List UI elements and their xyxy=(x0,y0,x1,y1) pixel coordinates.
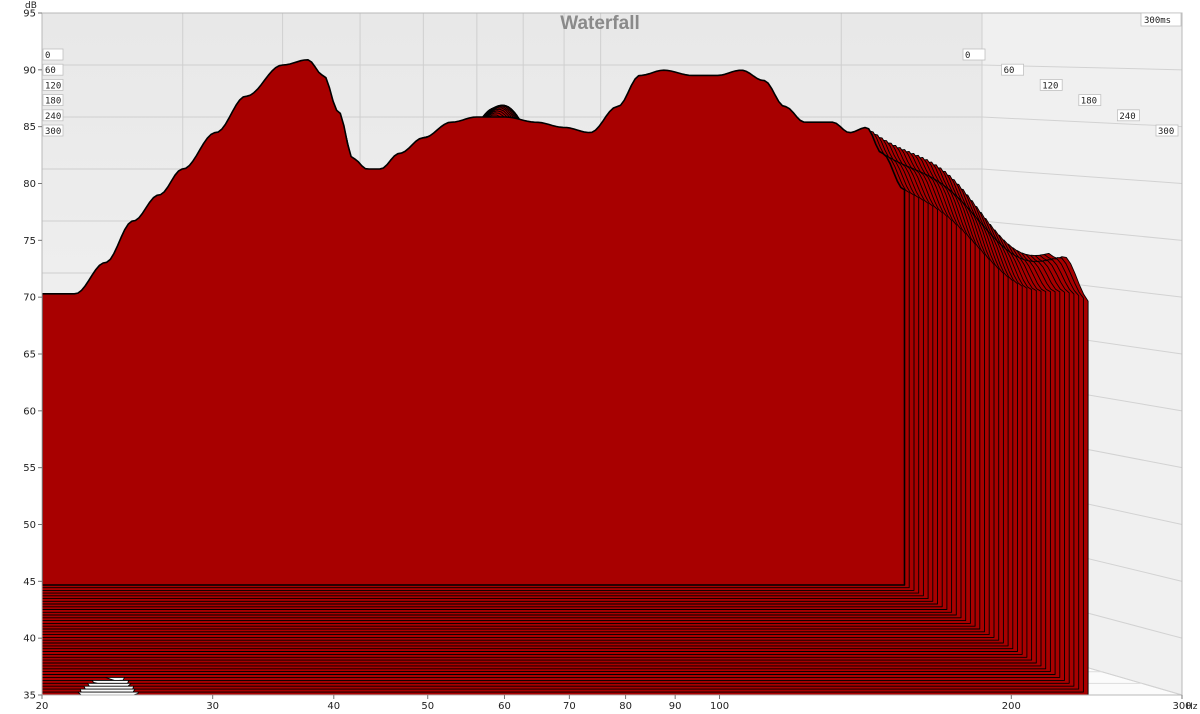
x-tick-label: 20 xyxy=(36,701,49,712)
time-label-left: 180 xyxy=(42,94,64,107)
y-axis-unit: dB xyxy=(25,1,37,11)
time-label-left: 240 xyxy=(42,109,64,122)
svg-text:240: 240 xyxy=(45,112,61,122)
x-tick-label: 90 xyxy=(669,701,682,712)
y-tick-label: 65 xyxy=(23,350,36,361)
chart-title: Waterfall xyxy=(560,13,640,34)
time-label-right: 120 xyxy=(1039,79,1063,91)
y-tick-label: 35 xyxy=(23,691,36,702)
x-tick-label: 50 xyxy=(421,701,434,712)
x-tick-label: 100 xyxy=(710,701,729,712)
y-tick-label: 50 xyxy=(23,520,36,531)
time-label-right: 240 xyxy=(1117,109,1140,122)
decay-curve xyxy=(42,59,906,586)
decay-curves xyxy=(42,59,1089,695)
time-label-right: 60 xyxy=(1001,63,1024,76)
time-label-left: 300 xyxy=(42,124,64,137)
y-tick-label: 70 xyxy=(23,293,36,304)
svg-text:120: 120 xyxy=(45,81,61,91)
axes-frame: 35 40 45 50 55 60 65 70 75 80 85 90 95 20 30 40 50 60 70 80… xyxy=(23,9,1191,713)
time-label-right: 300 xyxy=(1155,124,1179,137)
y-tick-label: 40 xyxy=(23,634,36,645)
y-tick-label: 90 xyxy=(23,65,36,76)
svg-text:180: 180 xyxy=(45,97,61,107)
x-tick-label: 70 xyxy=(563,701,576,712)
svg-text:300ms: 300ms xyxy=(1144,16,1171,26)
svg-text:300: 300 xyxy=(1158,127,1174,137)
svg-text:0: 0 xyxy=(965,51,970,61)
time-label-left: 0 xyxy=(42,48,64,61)
svg-text:180: 180 xyxy=(1081,97,1097,107)
x-tick-label: 30 xyxy=(206,701,219,712)
svg-text:60: 60 xyxy=(45,66,56,76)
grid-line-db-side xyxy=(981,116,1183,128)
x-tick-label: 200 xyxy=(1002,701,1021,712)
y-tick-label: 60 xyxy=(23,406,36,417)
svg-text:120: 120 xyxy=(1042,81,1058,91)
y-tick-label: 55 xyxy=(23,463,36,474)
x-axis-unit: Hz xyxy=(1186,702,1198,712)
time-label-right: 0 xyxy=(962,48,986,61)
x-tick-label: 60 xyxy=(498,701,511,712)
y-tick-label: 85 xyxy=(23,122,36,133)
x-tick-label: 300 xyxy=(1172,701,1191,712)
y-tick-label: 75 xyxy=(23,236,36,247)
time-label-left: 60 xyxy=(42,63,64,76)
grid-line-db-side xyxy=(981,168,1183,184)
y-tick-label: 80 xyxy=(23,179,36,190)
y-tick-label: 95 xyxy=(23,9,36,20)
svg-text:300: 300 xyxy=(45,127,61,137)
time-corner-label: 300ms xyxy=(1140,12,1182,27)
svg-text:0: 0 xyxy=(45,51,50,61)
x-tick-label: 40 xyxy=(327,701,340,712)
svg-text:60: 60 xyxy=(1004,66,1015,76)
time-label-right: 180 xyxy=(1078,94,1102,107)
y-tick-label: 45 xyxy=(23,577,36,588)
time-label-left: 120 xyxy=(42,79,64,91)
x-tick-label: 80 xyxy=(619,701,632,712)
svg-text:240: 240 xyxy=(1119,112,1135,122)
grid-line-db-side xyxy=(981,220,1183,241)
